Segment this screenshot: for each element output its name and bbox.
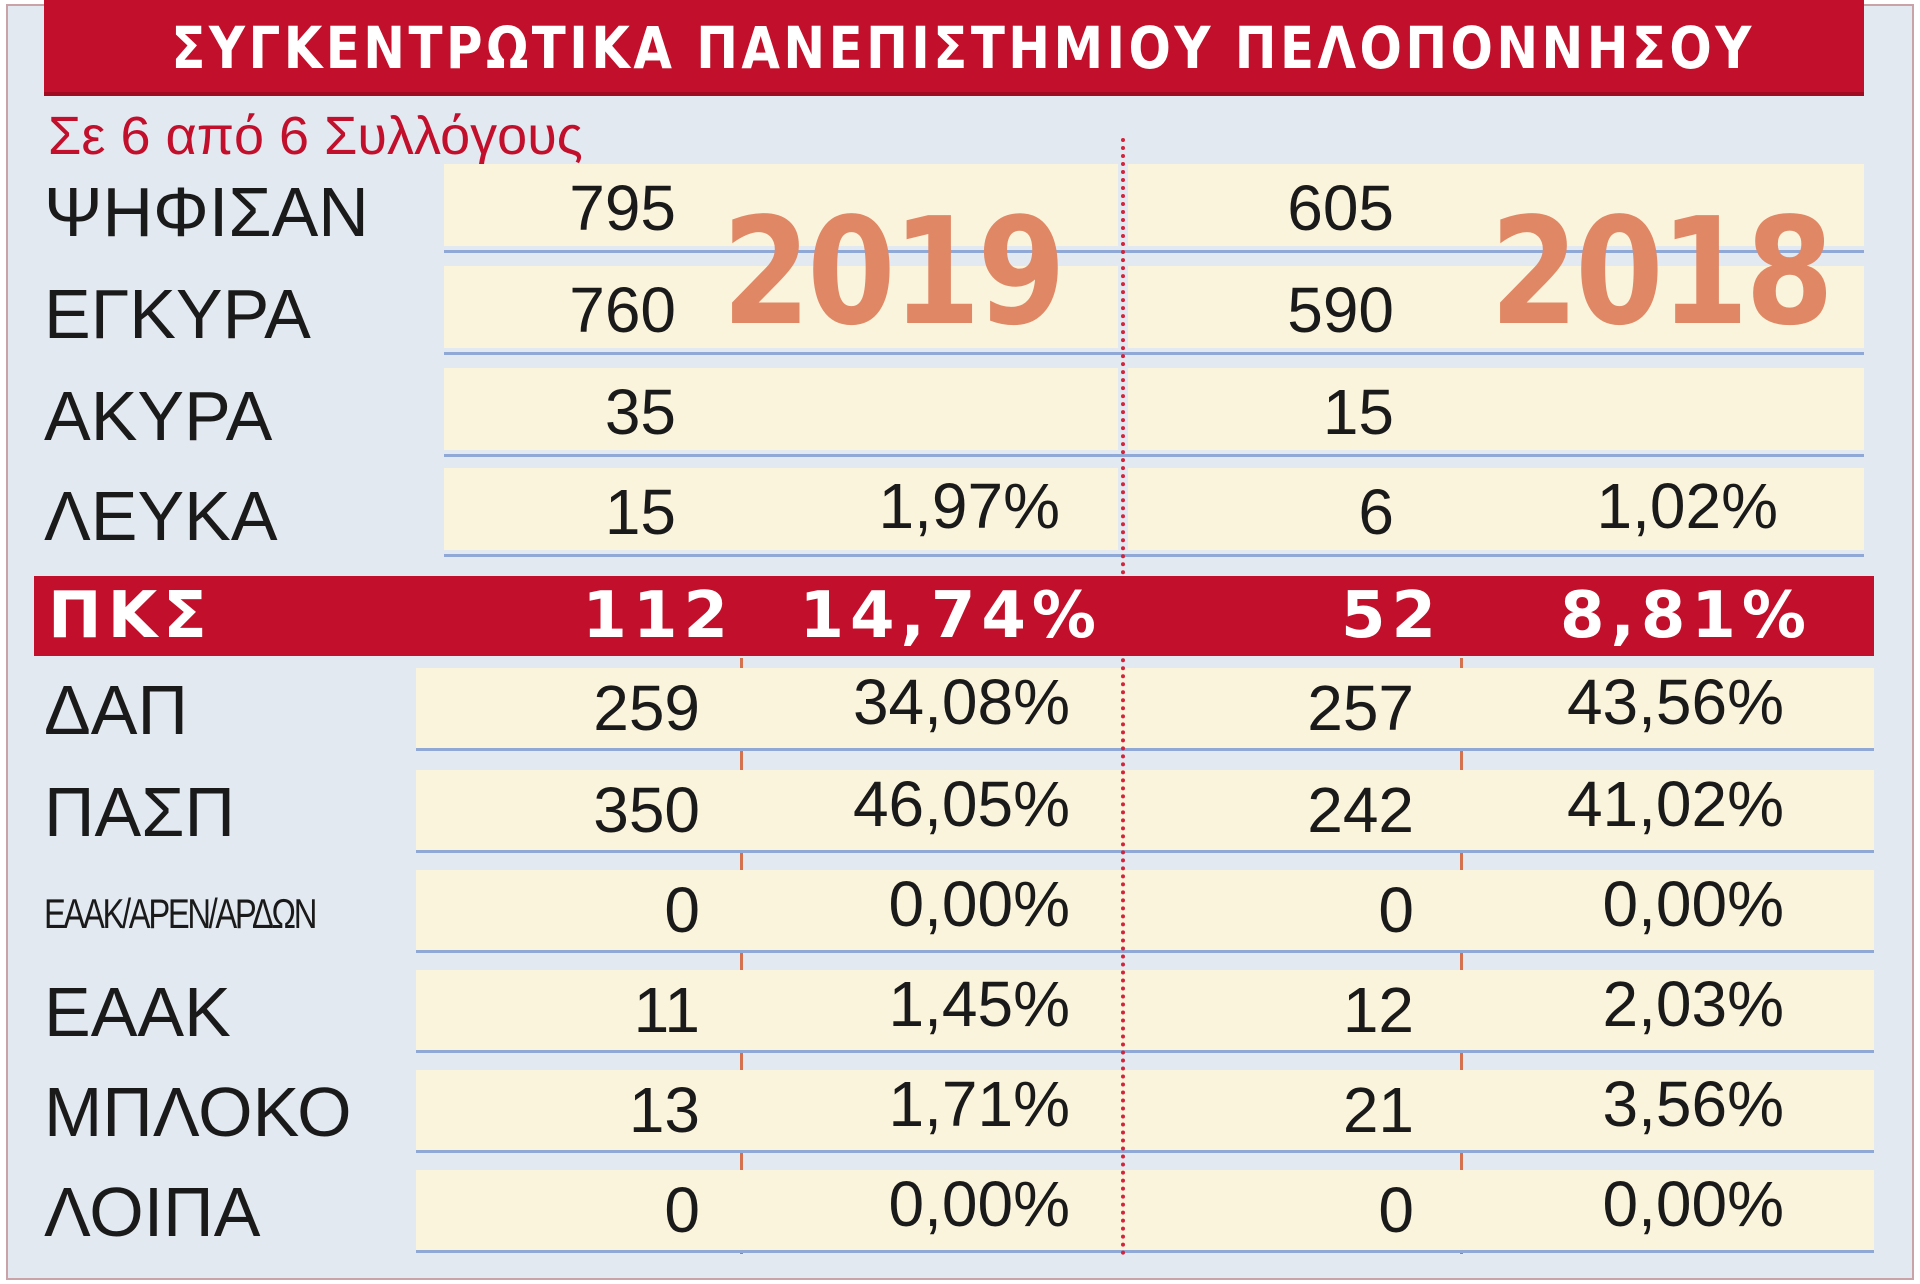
value-2018: 15 <box>1322 376 1394 448</box>
percent-2019: 0,00% <box>888 1168 1070 1240</box>
row-label: ΔΑΠ <box>44 671 188 749</box>
subtitle: Σε 6 από 6 Συλλόγους <box>48 106 583 166</box>
row-label: ΠΑΣΠ <box>44 773 236 851</box>
row-background <box>416 1170 1874 1250</box>
value-2019: 13 <box>628 1074 700 1146</box>
percent-2019: 1,71% <box>888 1068 1070 1140</box>
row-background <box>416 770 1874 850</box>
row-label: ΛΟΙΠΑ <box>44 1173 261 1251</box>
percent-2018: 43,56% <box>1566 666 1784 738</box>
row-background <box>1128 266 1864 348</box>
row-label: ΛΕΥΚΑ <box>44 477 278 555</box>
row-label: ΑΚΥΡΑ <box>44 377 273 455</box>
row-divider <box>416 748 1874 751</box>
percent-2018: 41,02% <box>1566 768 1784 840</box>
row-label: ΕΑΑΚ/ΑΡΕΝ/ΑΡΔΩΝ <box>44 890 317 937</box>
row-label: ΜΠΛΟΚΟ <box>44 1073 352 1151</box>
column-divider <box>740 658 743 1254</box>
row-divider <box>444 454 1864 457</box>
column-divider <box>1460 658 1463 1254</box>
year-2019-label: 2019 <box>722 186 1066 358</box>
percent-2018: 2,03% <box>1602 968 1784 1040</box>
row-background <box>444 164 1118 246</box>
row-background <box>444 468 1118 550</box>
value-2019: 0 <box>664 1174 700 1246</box>
row-divider <box>416 1250 1874 1253</box>
value-2018: 242 <box>1307 774 1414 846</box>
row-divider <box>416 850 1874 853</box>
percent-2019: 14,74% <box>799 579 1102 653</box>
value-2019: 350 <box>593 774 700 846</box>
value-2019: 112 <box>582 579 734 653</box>
row-background <box>1128 468 1864 550</box>
percent-2019: 1,97% <box>878 470 1060 542</box>
pks-row: ΠΚΣ 112 14,74% 52 8,81% <box>34 576 1874 656</box>
percent-2019: 46,05% <box>852 768 1070 840</box>
value-2018: 0 <box>1378 1174 1414 1246</box>
percent-2019: 0,00% <box>888 868 1070 940</box>
value-2019: 11 <box>633 974 700 1046</box>
row-divider <box>416 1150 1874 1153</box>
percent-2018: 8,81% <box>1559 579 1812 653</box>
row-label: ΕΓΚΥΡΑ <box>44 275 311 353</box>
row-divider <box>444 554 1864 557</box>
row-background <box>1128 164 1864 246</box>
row-background <box>444 266 1118 348</box>
percent-2019: 1,45% <box>888 968 1070 1040</box>
row-label: ΨΗΦΙΣΑΝ <box>44 173 369 251</box>
row-divider <box>444 250 1864 253</box>
row-background <box>444 368 1118 450</box>
value-2019: 0 <box>664 874 700 946</box>
value-2018: 605 <box>1287 172 1394 244</box>
row-background <box>416 668 1874 748</box>
percent-2018: 3,56% <box>1602 1068 1784 1140</box>
value-2018: 257 <box>1307 672 1414 744</box>
value-2019: 35 <box>604 376 676 448</box>
row-divider <box>416 950 1874 953</box>
row-label: ΠΚΣ <box>48 579 213 653</box>
percent-2018: 1,02% <box>1596 470 1778 542</box>
page-title: ΣΥΓΚΕΝΤΡΩΤΙΚΑ ΠΑΝΕΠΙΣΤΗΜΙΟΥ ΠΕΛΟΠΟΝΝΗΣΟΥ <box>171 14 1755 82</box>
row-background <box>416 870 1874 950</box>
row-divider <box>416 1050 1874 1053</box>
value-2018: 0 <box>1378 874 1414 946</box>
percent-2018: 0,00% <box>1602 868 1784 940</box>
row-background <box>1128 368 1864 450</box>
value-2019: 259 <box>593 672 700 744</box>
value-2019: 760 <box>569 274 676 346</box>
value-2018: 590 <box>1287 274 1394 346</box>
value-2019: 15 <box>604 476 676 548</box>
value-2018: 6 <box>1358 476 1394 548</box>
value-2018: 52 <box>1340 579 1442 653</box>
year-divider <box>1121 138 1125 1256</box>
value-2018: 21 <box>1342 1074 1414 1146</box>
percent-2018: 0,00% <box>1602 1168 1784 1240</box>
row-divider <box>444 352 1864 355</box>
percent-2019: 34,08% <box>852 666 1070 738</box>
value-2019: 795 <box>569 172 676 244</box>
row-label: ΕΑΑΚ <box>44 973 231 1051</box>
year-2018-label: 2018 <box>1490 186 1834 358</box>
title-bar: ΣΥΓΚΕΝΤΡΩΤΙΚΑ ΠΑΝΕΠΙΣΤΗΜΙΟΥ ΠΕΛΟΠΟΝΝΗΣΟΥ <box>44 0 1864 96</box>
row-background <box>416 970 1874 1050</box>
row-background <box>416 1070 1874 1150</box>
value-2018: 12 <box>1342 974 1414 1046</box>
